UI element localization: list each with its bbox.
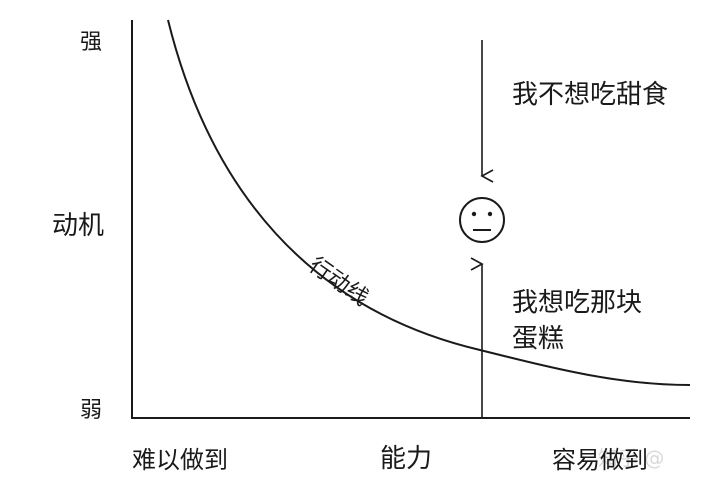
x-axis-label: 能力 [380, 444, 433, 474]
y-axis-bottom-label: 弱 [80, 398, 103, 423]
top-annotation: 我不想吃甜食 [512, 80, 669, 110]
x-axis-left-label: 难以做到 [132, 446, 228, 474]
bottom-annotation-line2: 蛋糕 [512, 324, 565, 354]
neutral-face-icon [459, 197, 505, 243]
y-axis-top-label: 强 [80, 30, 103, 55]
bottom-annotation-line1: 我想吃那块 [512, 288, 643, 318]
x-axis-right-label: 容易做到 [552, 446, 648, 474]
action-line-curve [167, 19, 691, 386]
y-axis-label: 动机 [52, 211, 105, 241]
watermark: 知乎 @ [598, 446, 665, 470]
